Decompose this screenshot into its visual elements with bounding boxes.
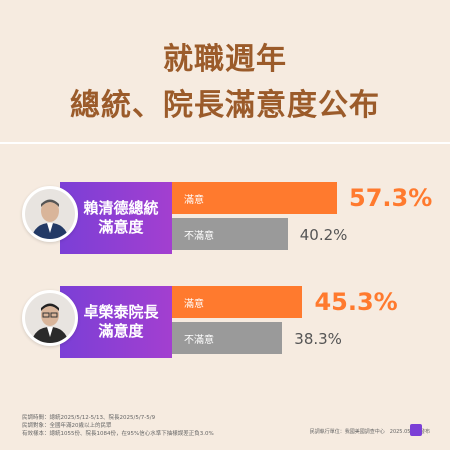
- survey-notes: 民調時間：總統2025/5/12-5/13、院長2025/5/7-5/9 民調對…: [22, 414, 214, 438]
- premier-row: 卓榮泰院長 滿意度 滿意 45.3% 不滿意 38.3%: [0, 280, 450, 370]
- premier-satisfied-bar: 滿意: [172, 286, 303, 318]
- survey-period: 民調時間：總統2025/5/12-5/13、院長2025/5/7-5/9: [22, 415, 156, 421]
- president-satisfied-bar: 滿意: [172, 182, 337, 214]
- brand-logo-icon: [410, 424, 422, 436]
- premier-name-band: 卓榮泰院長 滿意度: [60, 286, 172, 358]
- footer-credit: 民調執行單位：我國美國調查中心 2025.05.16 發布: [309, 429, 430, 435]
- divider: [0, 142, 450, 144]
- survey-target: 民調對象：全國年滿20歲以上的民眾: [22, 423, 112, 429]
- premier-satisfied-label: 滿意: [184, 299, 204, 310]
- title-line-2: 總統、院長滿意度公布: [70, 88, 380, 123]
- premier-satisfied-value: 45.3%: [314, 288, 398, 316]
- president-satisfied-label: 滿意: [184, 195, 204, 206]
- premier-avatar-icon: [22, 290, 78, 346]
- president-satisfied-value: 57.3%: [349, 184, 433, 212]
- premier-name: 卓榮泰院長: [83, 303, 159, 321]
- president-rating-label: 滿意度: [98, 218, 144, 236]
- president-name-band: 賴清德總統 滿意度: [60, 182, 172, 254]
- president-name: 賴清德總統: [83, 199, 159, 217]
- title-line-1: 就職週年: [163, 42, 287, 77]
- president-row: 賴清德總統 滿意度 滿意 57.3% 不滿意 40.2%: [0, 176, 450, 266]
- premier-dissatisfied-label: 不滿意: [184, 335, 214, 346]
- premier-dissatisfied-value: 38.3%: [294, 330, 342, 348]
- survey-sample: 有效樣本：總統1055份、院長1084份，在95%信心水準下抽樣誤差正負3.0%: [22, 431, 214, 437]
- president-dissatisfied-label: 不滿意: [184, 231, 214, 242]
- premier-rating-label: 滿意度: [98, 322, 144, 340]
- premier-dissatisfied-bar: 不滿意: [172, 322, 283, 354]
- president-avatar-icon: [22, 186, 78, 242]
- president-dissatisfied-value: 40.2%: [299, 226, 348, 244]
- president-dissatisfied-bar: 不滿意: [172, 218, 288, 250]
